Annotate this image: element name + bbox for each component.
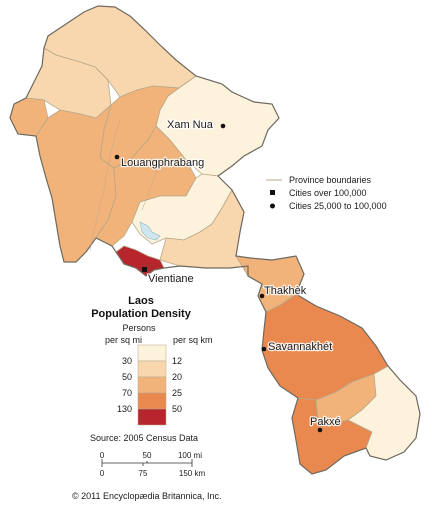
city-dot-vientiane xyxy=(142,267,147,272)
legend-symbols: Province boundaries Cities over 100,000 … xyxy=(266,175,387,211)
legend-km-3: 25 xyxy=(172,388,182,398)
legend-boundaries-label: Province boundaries xyxy=(289,175,372,185)
legend-swatch-4 xyxy=(137,392,167,410)
scale-mi-100: 100 mi xyxy=(178,451,202,460)
city-label-pakxe: Pakxé xyxy=(310,416,341,428)
city-dot-savannakhet xyxy=(261,346,267,352)
legend-swatch-1 xyxy=(137,344,167,362)
scale-bar: 0 50 100 mi 0 75 150 km xyxy=(100,451,206,478)
cities: Xam Nua Louangphrabang Vientiane Thakhèk… xyxy=(114,118,342,433)
legend-cities-over-label: Cities over 100,000 xyxy=(289,188,367,198)
city-dot-pakxe xyxy=(317,427,323,433)
city-dot-louangphrabang xyxy=(114,154,120,160)
legend-per-sq-mi-label: per sq mi xyxy=(105,335,142,345)
city-label-louangphrabang: Louangphrabang xyxy=(121,157,204,169)
scale-km-0: 0 xyxy=(100,469,105,478)
scale-mi-0: 0 xyxy=(100,451,105,460)
legend-title-laos: Laos xyxy=(128,295,154,307)
legend-source: Source: 2005 Census Data xyxy=(90,433,198,443)
legend-persons-label: Persons xyxy=(122,323,156,333)
city-label-vientiane: Vientiane xyxy=(148,273,194,285)
legend-km-4: 50 xyxy=(172,404,182,414)
city-label-thakhek: Thakhèk xyxy=(264,285,307,297)
city-label-xam-nua: Xam Nua xyxy=(167,119,214,131)
scale-km-75: 75 xyxy=(139,469,148,478)
legend-km-2: 20 xyxy=(172,372,182,382)
legend-swatch-3 xyxy=(137,376,167,394)
city-mid-swatch xyxy=(270,203,275,209)
legend-cities-mid-label: Cities 25,000 to 100,000 xyxy=(289,201,387,211)
city-over-100k-swatch xyxy=(270,190,275,195)
scale-mi-50: 50 xyxy=(143,451,152,460)
legend-mi-2: 50 xyxy=(122,372,132,382)
reservoir-water xyxy=(139,221,161,241)
legend-mi-3: 70 xyxy=(122,388,132,398)
rivers xyxy=(89,119,161,251)
city-dot-xam-nua xyxy=(220,123,226,129)
density-legend: Laos Population Density Persons per sq m… xyxy=(90,295,213,443)
legend-title-density: Population Density xyxy=(91,308,192,320)
copyright: © 2011 Encyclopædia Britannica, Inc. xyxy=(72,491,222,501)
scale-km-150: 150 km xyxy=(179,469,206,478)
country-outline xyxy=(9,5,421,475)
legend-km-1: 12 xyxy=(172,356,182,366)
legend-mi-1: 30 xyxy=(122,356,132,366)
city-dot-thakhek xyxy=(259,293,265,299)
legend-swatch-2 xyxy=(137,360,167,378)
legend-per-sq-km-label: per sq km xyxy=(173,335,213,345)
legend-mi-4: 130 xyxy=(117,404,132,414)
density-regions xyxy=(9,5,421,475)
legend-swatch-5 xyxy=(137,408,167,426)
city-label-savannakhet: Savannakhét xyxy=(268,341,332,353)
